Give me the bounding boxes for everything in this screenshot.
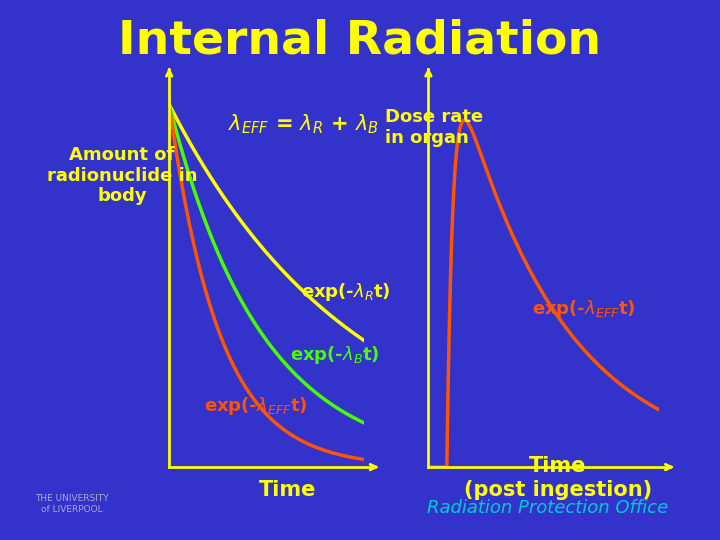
Text: Amount of
radionuclide in
body: Amount of radionuclide in body bbox=[47, 146, 197, 205]
Text: Internal Radiation: Internal Radiation bbox=[118, 19, 602, 64]
Text: Dose rate
in organ: Dose rate in organ bbox=[385, 108, 483, 147]
Text: THE UNIVERSITY
of LIVERPOOL: THE UNIVERSITY of LIVERPOOL bbox=[35, 494, 109, 514]
Text: Radiation Protection Office: Radiation Protection Office bbox=[426, 500, 668, 517]
Text: exp(-$\lambda_B$t): exp(-$\lambda_B$t) bbox=[289, 344, 379, 366]
Text: $\lambda_{EFF}$ = $\lambda_R$ + $\lambda_B$: $\lambda_{EFF}$ = $\lambda_R$ + $\lambda… bbox=[228, 112, 378, 136]
Text: Time
(post ingestion): Time (post ingestion) bbox=[464, 456, 652, 500]
Text: exp(-$\lambda_R$t): exp(-$\lambda_R$t) bbox=[302, 281, 391, 303]
Text: exp(-$\lambda_{EFF}$t): exp(-$\lambda_{EFF}$t) bbox=[204, 395, 307, 417]
Text: exp(-$\lambda_{EFF}$t): exp(-$\lambda_{EFF}$t) bbox=[532, 299, 636, 320]
Text: Time: Time bbox=[259, 480, 317, 500]
